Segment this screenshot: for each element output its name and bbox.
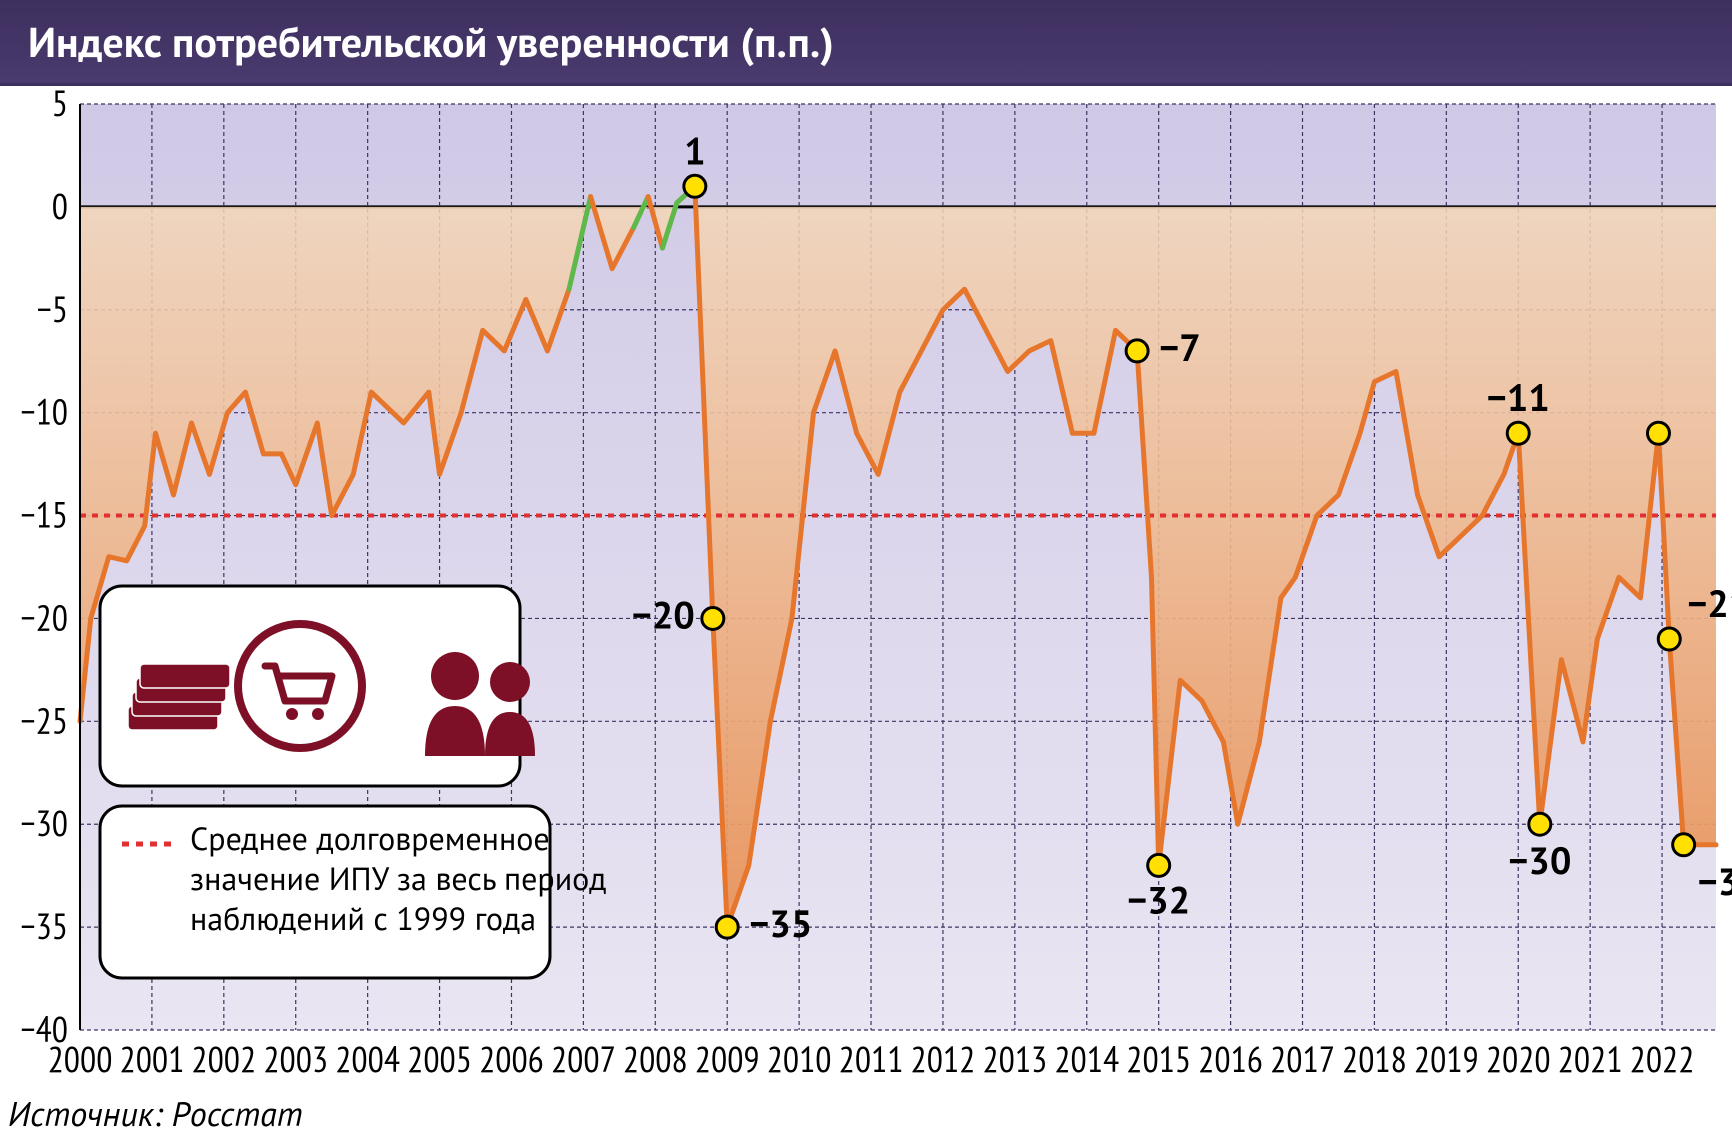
svg-text:−21: −21 xyxy=(1687,579,1732,628)
svg-text:2022: 2022 xyxy=(1630,1035,1695,1082)
chart-title-text: Индекс потребительской уверенности (п.п.… xyxy=(28,14,834,69)
source-line: Источник: Росстат xyxy=(0,1086,1732,1136)
svg-text:0: 0 xyxy=(52,182,68,229)
svg-text:−11: −11 xyxy=(1487,373,1550,422)
svg-text:2021: 2021 xyxy=(1558,1035,1623,1082)
svg-text:−15: −15 xyxy=(21,491,68,538)
svg-text:2005: 2005 xyxy=(407,1035,472,1082)
svg-text:2010: 2010 xyxy=(767,1035,832,1082)
svg-text:2015: 2015 xyxy=(1126,1035,1191,1082)
svg-text:2008: 2008 xyxy=(623,1035,688,1082)
svg-text:−20: −20 xyxy=(632,590,695,639)
svg-text:2013: 2013 xyxy=(982,1035,1047,1082)
svg-text:2014: 2014 xyxy=(1054,1035,1119,1082)
svg-text:−20: −20 xyxy=(21,593,68,640)
svg-text:2019: 2019 xyxy=(1414,1035,1479,1082)
chart-svg: 50−5−10−15−20−25−30−35−40200020012002200… xyxy=(0,86,1732,1086)
svg-text:2007: 2007 xyxy=(551,1035,616,1082)
svg-text:−30: −30 xyxy=(21,799,68,846)
svg-text:2002: 2002 xyxy=(191,1035,256,1082)
svg-text:−25: −25 xyxy=(21,696,68,743)
svg-text:1: 1 xyxy=(684,126,706,175)
chart-title: Индекс потребительской уверенности (п.п.… xyxy=(0,0,1732,86)
svg-text:−35: −35 xyxy=(749,899,812,948)
svg-text:2001: 2001 xyxy=(120,1035,185,1082)
svg-text:2020: 2020 xyxy=(1486,1035,1551,1082)
svg-text:2003: 2003 xyxy=(263,1035,328,1082)
svg-text:−35: −35 xyxy=(21,902,68,949)
chart-container: 50−5−10−15−20−25−30−35−40200020012002200… xyxy=(0,86,1732,1086)
svg-text:2011: 2011 xyxy=(839,1035,904,1082)
svg-text:−7: −7 xyxy=(1159,323,1201,372)
svg-text:2018: 2018 xyxy=(1342,1035,1407,1082)
svg-text:2009: 2009 xyxy=(695,1035,760,1082)
svg-text:−31: −31 xyxy=(1698,857,1732,906)
svg-text:2012: 2012 xyxy=(911,1035,976,1082)
source-text: Источник: Росстат xyxy=(8,1092,303,1136)
svg-text:2016: 2016 xyxy=(1198,1035,1263,1082)
svg-text:−32: −32 xyxy=(1127,875,1190,924)
svg-text:5: 5 xyxy=(52,86,68,126)
svg-text:−5: −5 xyxy=(37,285,68,332)
svg-text:−30: −30 xyxy=(1508,836,1571,885)
svg-text:2000: 2000 xyxy=(48,1035,113,1082)
svg-text:2004: 2004 xyxy=(335,1035,400,1082)
svg-text:2006: 2006 xyxy=(479,1035,544,1082)
svg-text:2017: 2017 xyxy=(1270,1035,1335,1082)
svg-text:−10: −10 xyxy=(21,388,68,435)
